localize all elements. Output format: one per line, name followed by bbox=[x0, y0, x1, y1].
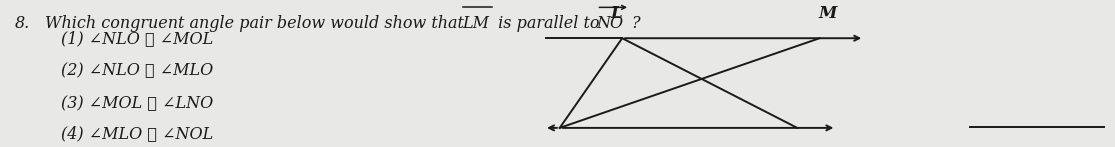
Text: M: M bbox=[818, 5, 836, 22]
Text: 8.: 8. bbox=[14, 15, 30, 32]
Text: LM: LM bbox=[463, 15, 489, 32]
Text: is parallel to: is parallel to bbox=[493, 15, 604, 32]
Text: (3) ∠MOL ≅ ∠LNO: (3) ∠MOL ≅ ∠LNO bbox=[61, 95, 214, 112]
Text: ?: ? bbox=[631, 15, 640, 32]
Text: Which congruent angle pair below would show that: Which congruent angle pair below would s… bbox=[45, 15, 468, 32]
Text: (1) ∠NLO ≅ ∠MOL: (1) ∠NLO ≅ ∠MOL bbox=[61, 30, 214, 47]
Text: (2) ∠NLO ≅ ∠MLO: (2) ∠NLO ≅ ∠MLO bbox=[61, 62, 214, 79]
Text: L: L bbox=[611, 5, 622, 22]
Text: (4) ∠MLO ≅ ∠NOL: (4) ∠MLO ≅ ∠NOL bbox=[61, 126, 214, 143]
Text: NO: NO bbox=[597, 15, 623, 32]
